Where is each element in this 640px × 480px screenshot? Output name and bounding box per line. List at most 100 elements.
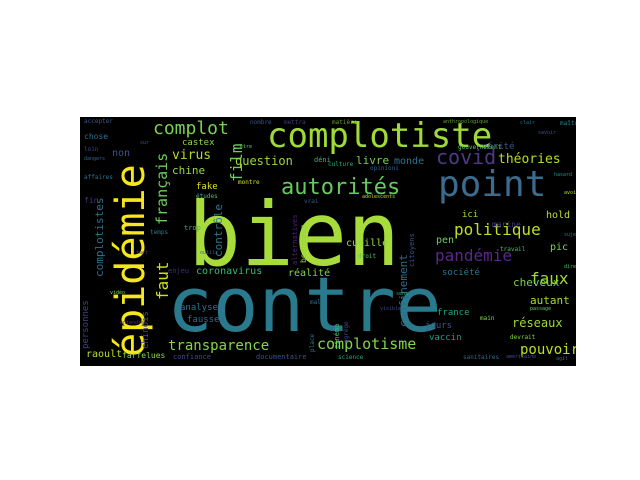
- word: sur: [140, 140, 150, 146]
- word: hasard: [554, 172, 573, 178]
- word: raoult: [86, 349, 123, 360]
- word: transparence: [168, 338, 270, 354]
- word: virus: [172, 148, 212, 163]
- word: mal: [310, 299, 321, 306]
- word: fact: [136, 250, 149, 256]
- word: entendre: [120, 320, 145, 326]
- word: pen: [436, 235, 455, 246]
- word: opinioni: [370, 165, 399, 172]
- word: complotistes: [93, 197, 106, 277]
- word: bien: [188, 183, 400, 286]
- word: covid: [436, 145, 497, 169]
- word: américaine: [506, 354, 537, 360]
- word: français: [153, 152, 171, 225]
- word: maîtrise: [560, 120, 576, 127]
- word: complotisme: [317, 335, 417, 353]
- word: sanitaires: [463, 354, 500, 361]
- word: culture: [328, 161, 354, 168]
- word: anthropologique: [443, 119, 489, 125]
- word: ici: [462, 210, 479, 220]
- word: agit: [556, 356, 569, 362]
- word: pic: [550, 242, 569, 253]
- word: faux: [530, 269, 569, 288]
- word: sujet: [564, 232, 576, 238]
- word: cinéma: [333, 323, 341, 349]
- word: cheveux: [513, 276, 560, 289]
- word: fin: [84, 196, 99, 205]
- word: affaires: [84, 174, 113, 181]
- word: visible: [380, 306, 402, 312]
- word: complot: [153, 118, 229, 139]
- word: autorités: [281, 175, 401, 200]
- word: droit: [358, 253, 377, 260]
- word: force: [230, 326, 246, 332]
- word: passage: [530, 306, 552, 312]
- word: jours: [425, 321, 453, 331]
- word: adolescents: [362, 194, 396, 200]
- word: coronavirus: [196, 266, 263, 277]
- word: chose: [84, 132, 109, 141]
- word: pandémie: [435, 246, 513, 265]
- word: contre: [167, 260, 442, 349]
- word: fake: [196, 182, 218, 192]
- word: chine: [172, 164, 206, 177]
- word: cueille: [346, 238, 389, 249]
- word: temps: [150, 229, 169, 236]
- word: vaccin: [429, 333, 462, 343]
- word: politique: [454, 220, 541, 239]
- word: pouvoir: [520, 342, 576, 358]
- word: outils: [200, 250, 219, 256]
- word: documentaire: [256, 353, 307, 361]
- word: personnes: [81, 300, 91, 349]
- word: loin: [84, 146, 99, 153]
- word: place: [309, 333, 316, 352]
- word: devrait: [510, 334, 536, 341]
- word: société: [442, 268, 480, 278]
- word: accepter: [84, 118, 113, 125]
- word: main: [480, 315, 495, 322]
- word: avoir: [564, 190, 576, 196]
- word: beaucoup: [299, 224, 308, 263]
- word: hold: [546, 210, 571, 221]
- word: autant: [530, 294, 570, 307]
- word: gouvernement: [458, 144, 502, 151]
- word: vidéo: [110, 290, 126, 296]
- word: sens: [396, 291, 409, 297]
- word: dire: [564, 264, 576, 270]
- word: enjeu: [168, 267, 190, 275]
- word: travail: [500, 246, 526, 253]
- word: réalité: [288, 268, 331, 279]
- word: point: [438, 164, 547, 205]
- word: citoyens: [408, 233, 416, 267]
- word: vrai: [304, 198, 319, 205]
- word: non: [112, 148, 131, 159]
- word: savoir: [538, 130, 557, 136]
- word: montre: [238, 179, 260, 186]
- word: déni: [314, 156, 331, 164]
- word: castex: [182, 138, 215, 148]
- word: agrège: [343, 321, 350, 343]
- word: réseaux: [512, 316, 563, 330]
- word: trop: [184, 224, 201, 232]
- word: marine: [492, 220, 521, 229]
- word: clair: [520, 120, 536, 126]
- word: question: [235, 154, 293, 168]
- word: alternatives: [291, 214, 299, 265]
- word: france: [437, 308, 470, 318]
- word: études: [196, 193, 218, 200]
- word: être: [240, 144, 253, 150]
- word-cloud: bien contre épidémie complotiste point c…: [80, 117, 576, 366]
- word: chinois: [141, 311, 151, 349]
- word: nombre: [250, 119, 272, 126]
- word: dangers: [84, 156, 106, 162]
- word: livre: [356, 154, 390, 167]
- word: vérité: [482, 142, 515, 152]
- word: science: [338, 354, 364, 361]
- word: mettra: [284, 119, 306, 126]
- word: théories: [498, 152, 561, 167]
- word: analyse: [180, 303, 218, 313]
- word: fausses: [187, 315, 225, 325]
- word: matière: [332, 119, 358, 126]
- word: confiance: [173, 353, 211, 361]
- word: complotiste: [267, 117, 493, 156]
